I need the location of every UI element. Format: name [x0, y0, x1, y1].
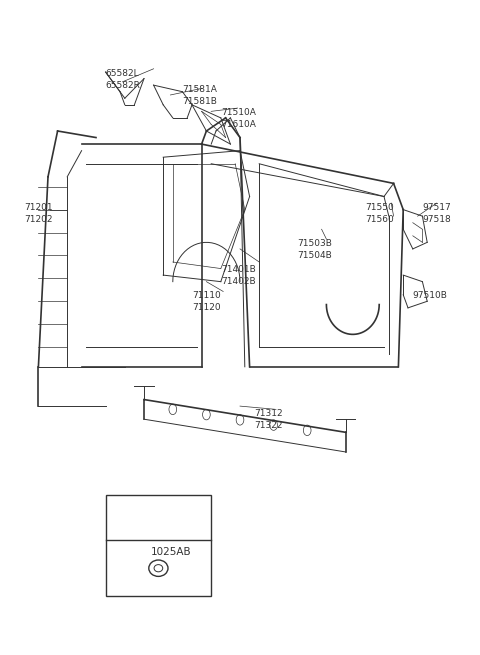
- Text: 65582L
65582R: 65582L 65582R: [106, 69, 141, 90]
- Text: 71401B
71402B: 71401B 71402B: [221, 265, 255, 286]
- Text: 97510B: 97510B: [413, 291, 448, 301]
- Text: 1025AB: 1025AB: [151, 547, 192, 557]
- Ellipse shape: [154, 565, 163, 572]
- Text: 71312
71322: 71312 71322: [254, 409, 283, 430]
- Text: 71110
71120: 71110 71120: [192, 291, 221, 312]
- Ellipse shape: [149, 560, 168, 576]
- Text: 71201
71202: 71201 71202: [24, 203, 53, 224]
- Text: 71503B
71504B: 71503B 71504B: [298, 239, 333, 260]
- Text: 97517
97518: 97517 97518: [422, 203, 451, 224]
- Text: 71581A
71581B: 71581A 71581B: [182, 85, 217, 106]
- Text: 71550
71560: 71550 71560: [365, 203, 394, 224]
- Bar: [106, 495, 211, 596]
- Text: 71510A
71610A: 71510A 71610A: [221, 108, 256, 129]
